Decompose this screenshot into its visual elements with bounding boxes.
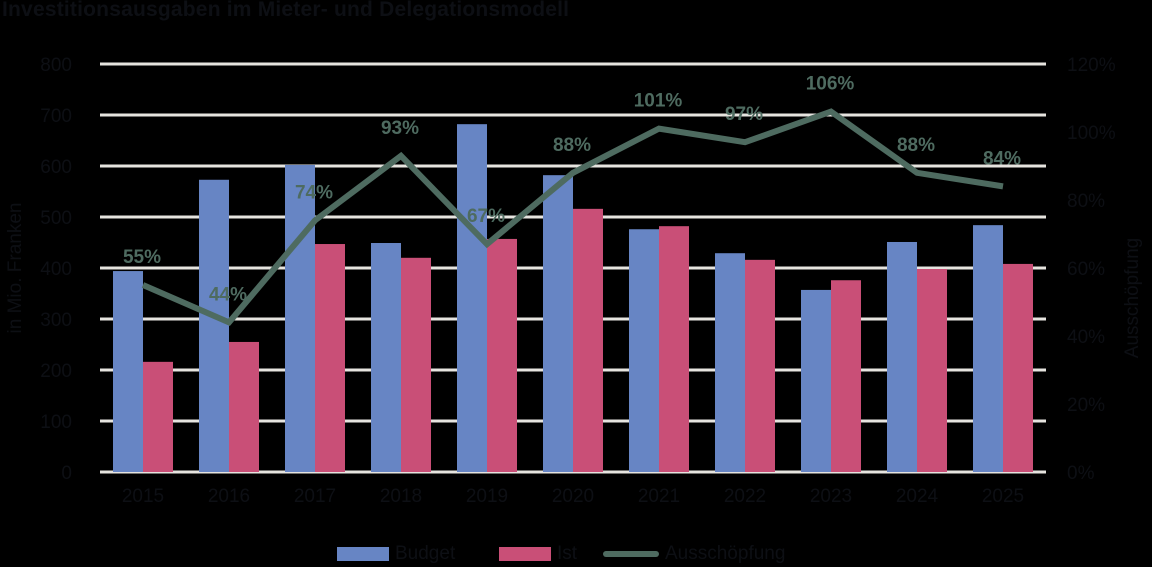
bar-ist-2023 [831,280,861,472]
x-tick-label: 2019 [466,486,508,507]
x-tick-label: 2025 [982,486,1024,507]
data-label: 97% [725,104,763,125]
data-label: 55% [123,247,161,268]
y-tick-label: 800 [40,55,72,76]
y-tick-label: 400 [40,259,72,280]
y2-tick-label: 0% [1067,463,1095,484]
y-tick-label: 100 [40,412,72,433]
budget-swatch-icon [337,547,389,561]
y-tick-label: 600 [40,157,72,178]
line-swatch-icon [603,551,659,557]
bar-budget-2015 [113,271,143,472]
bar-budget-2016 [199,179,229,472]
legend-label: Budget [395,543,456,564]
y-axis-left: 0 100 200 300 400 500 600 700 800 [40,55,72,484]
bar-ist-2019 [487,238,517,472]
legend-item-ausschoepfung: Ausschöpfung [603,542,785,566]
bar-budget-2024 [887,241,917,472]
bar-ist-2015 [143,361,173,472]
x-tick-label: 2022 [724,486,766,507]
legend-label: Ausschöpfung [665,543,786,564]
x-tick-label: 2023 [810,486,852,507]
line-series-ausschoepfung: 55% 44% 74% 93% 67% 88% 101% 97% 106% 88% 84% [123,74,1021,327]
x-tick-label: 2024 [896,486,939,507]
y2-tick-label: 100% [1067,123,1116,144]
bar-budget-2022 [715,253,745,472]
x-tick-label: 2015 [122,486,164,507]
data-label: 106% [806,74,855,95]
legend-item-budget: Budget [337,542,455,566]
data-label: 44% [209,284,247,305]
x-tick-label: 2021 [638,486,680,507]
bar-budget-2020 [543,175,573,472]
y2-tick-label: 40% [1067,327,1105,348]
data-label: 93% [381,118,419,139]
data-label: 88% [897,135,935,156]
data-label: 74% [295,182,333,203]
y2-tick-label: 120% [1067,55,1116,76]
bar-ist-2024 [917,269,947,472]
y-tick-label: 500 [40,208,72,229]
legend: Budget Ist Ausschöpfung [0,542,1152,566]
chart-title: Investitionsausgaben im Mieter- und Dele… [2,0,570,21]
bar-budget-2021 [629,229,659,472]
y-tick-label: 200 [40,361,72,382]
data-label: 101% [634,91,683,112]
x-tick-label: 2017 [294,486,336,507]
bar-series [113,124,1033,473]
y-tick-label: 300 [40,310,72,331]
x-tick-label: 2016 [208,486,250,507]
y-tick-label: 0 [61,463,72,484]
x-tick-label: 2018 [380,486,422,507]
y2-tick-label: 80% [1067,191,1105,212]
x-axis: 2015 2016 2017 2018 2019 2020 2021 2022 2023 2024… [122,486,1024,507]
y-tick-label: 700 [40,106,72,127]
ausschoepfung-line [141,108,1004,327]
y2-tick-label: 20% [1067,395,1105,416]
bar-budget-2023 [801,289,831,472]
bar-budget-2018 [371,243,401,472]
bar-ist-2022 [745,259,775,472]
bar-budget-2025 [973,225,1003,472]
y-axis-right: 0% 20% 40% 60% 80% 100% 120% [1067,55,1116,484]
legend-item-ist: Ist [499,542,577,566]
bar-ist-2017 [315,244,345,472]
bar-budget-2019 [457,124,487,473]
y2-axis-title: Ausschöpfung [1122,238,1143,358]
bar-ist-2018 [401,257,431,472]
bar-budget-2017 [285,164,315,473]
data-label: 84% [983,148,1021,169]
data-label: 67% [467,206,505,227]
data-label: 88% [553,135,591,156]
bar-ist-2020 [573,208,603,472]
x-tick-label: 2020 [552,486,594,507]
y2-tick-label: 60% [1067,259,1105,280]
ist-swatch-icon [499,547,551,561]
legend-label: Ist [557,543,578,564]
bar-ist-2025 [1003,263,1033,472]
bar-ist-2016 [229,341,259,472]
bar-ist-2021 [659,226,689,472]
y-axis-title: in Mio. Franken [5,203,26,334]
